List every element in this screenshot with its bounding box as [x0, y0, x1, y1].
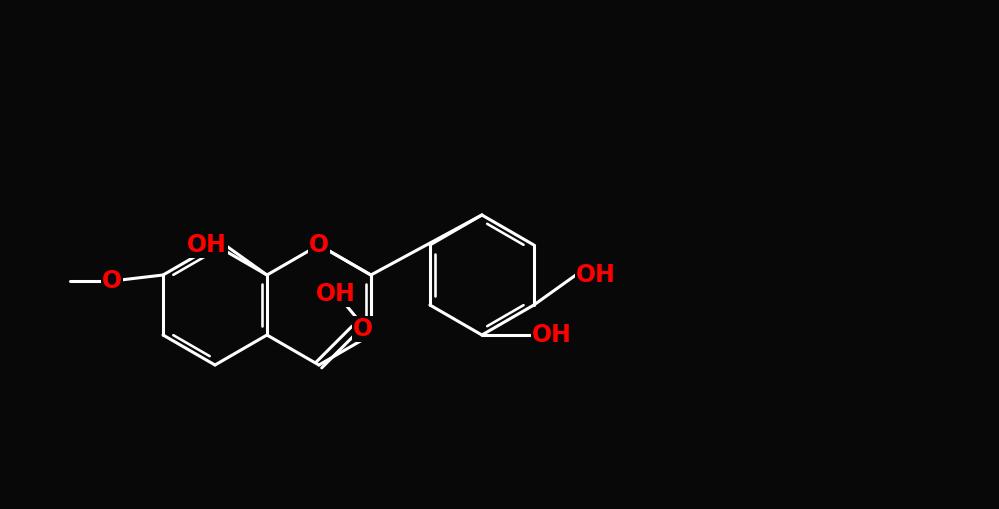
Text: OH: OH [575, 263, 615, 287]
Text: O: O [309, 233, 329, 257]
Text: O: O [353, 317, 373, 341]
Text: OH: OH [316, 282, 356, 306]
Text: OH: OH [187, 233, 227, 257]
Text: O: O [102, 269, 122, 293]
Text: OH: OH [531, 323, 571, 347]
